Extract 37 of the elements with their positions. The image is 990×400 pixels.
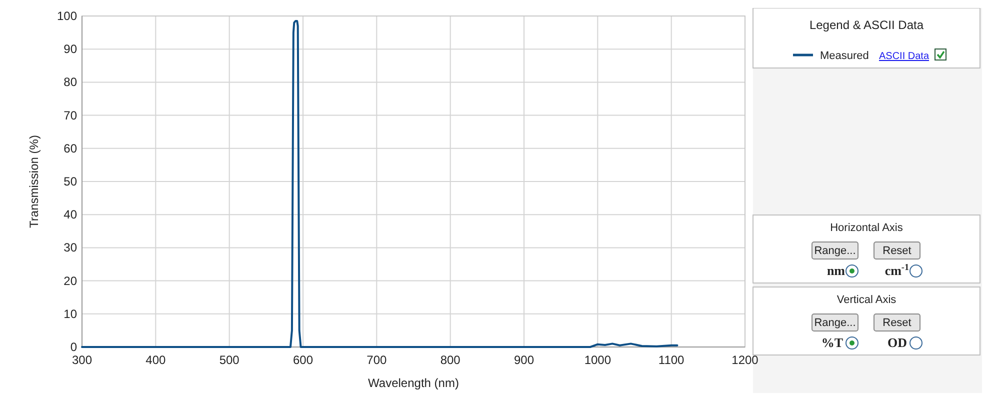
x-tick-label: 300 [72, 353, 92, 367]
text: OD [888, 335, 907, 350]
y-tick-label: 20 [64, 274, 78, 288]
x-tick-label: 1100 [658, 353, 685, 367]
y-axis-title: Transmission (%) [27, 135, 41, 228]
x-tick-label: 900 [514, 353, 534, 367]
text: Range... [814, 317, 856, 329]
legend-label: Measured [820, 50, 869, 62]
text: nm [826, 263, 846, 278]
text: Reset [882, 317, 912, 329]
y-tick-label: 10 [64, 306, 78, 321]
y-tick-label: 80 [64, 75, 78, 90]
x-axis-title: Wavelength (nm) [368, 376, 459, 390]
y-tick-label: 70 [64, 108, 78, 122]
text: ASCII Data [879, 51, 930, 62]
text: Horizontal Axis [830, 222, 904, 234]
y-tick-label: 40 [64, 208, 78, 222]
text: Range... [814, 245, 856, 257]
x-tick-label: 600 [292, 353, 314, 367]
text: cm$^{-1}$ [884, 262, 910, 278]
y-tick-label: 100 [56, 9, 78, 23]
text: Vertical Axis [836, 294, 897, 306]
x-tick-label: 1200 [732, 353, 759, 367]
text: %T [821, 335, 844, 350]
x-tick-label: 400 [146, 353, 166, 367]
x-tick-label: 1000 [584, 353, 612, 367]
y-tick-label: 30 [64, 240, 78, 255]
line-series [81, 20, 678, 348]
y-tick-label: 90 [64, 42, 78, 56]
text: Reset [882, 245, 912, 257]
x-tick-label: 800 [440, 353, 461, 367]
text: Legend & ASCII Data [809, 18, 924, 32]
y-tick-label: 60 [64, 141, 78, 156]
y-tick-label: 50 [64, 174, 78, 188]
x-tick-label: 500 [219, 353, 240, 367]
y-tick-label: 0 [70, 340, 78, 354]
x-tick-label: 700 [366, 353, 387, 367]
